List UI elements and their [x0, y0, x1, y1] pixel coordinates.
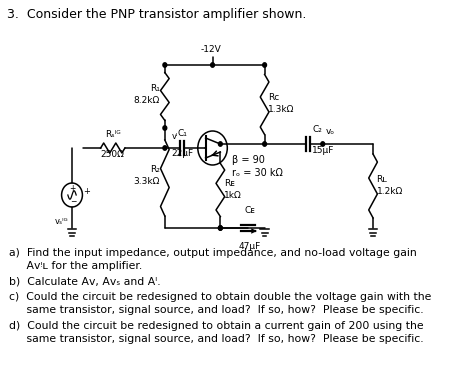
- Text: Aᴠᵎʟ for the amplifier.: Aᴠᵎʟ for the amplifier.: [9, 261, 142, 271]
- Circle shape: [263, 63, 266, 67]
- Text: 1.2kΩ: 1.2kΩ: [376, 186, 403, 196]
- Text: vₒ: vₒ: [325, 127, 335, 136]
- Circle shape: [210, 63, 214, 67]
- Circle shape: [219, 226, 222, 230]
- Text: +: +: [83, 186, 90, 196]
- Text: b)  Calculate Aᴠ, Aᴠₛ and Aᴵ.: b) Calculate Aᴠ, Aᴠₛ and Aᴵ.: [9, 277, 160, 287]
- Text: β = 90: β = 90: [232, 155, 264, 165]
- Text: Rₛᴵᴳ: Rₛᴵᴳ: [105, 130, 121, 139]
- Text: 3.3kΩ: 3.3kΩ: [133, 177, 160, 186]
- Text: 47μF: 47μF: [239, 242, 261, 251]
- Text: 22μF: 22μF: [171, 149, 193, 158]
- Text: c)  Could the circuit be redesigned to obtain double the voltage gain with the: c) Could the circuit be redesigned to ob…: [9, 292, 431, 302]
- Circle shape: [321, 142, 325, 146]
- Text: same transistor, signal source, and load?  If so, how?  Please be specific.: same transistor, signal source, and load…: [9, 305, 423, 315]
- Text: vᴵ: vᴵ: [172, 132, 178, 141]
- Circle shape: [219, 142, 222, 146]
- Text: same transistor, signal source, and load?  If so, how?  Please be specific.: same transistor, signal source, and load…: [9, 334, 423, 344]
- Circle shape: [163, 146, 167, 150]
- Text: vₛᴵᴳ: vₛᴵᴳ: [55, 217, 69, 226]
- Text: R₂: R₂: [150, 165, 160, 174]
- Text: 8.2kΩ: 8.2kΩ: [133, 96, 160, 105]
- Text: 250Ω: 250Ω: [101, 150, 125, 159]
- Text: C₁: C₁: [177, 129, 187, 138]
- Circle shape: [263, 142, 266, 146]
- Text: d)  Could the circuit be redesigned to obtain a current gain of 200 using the: d) Could the circuit be redesigned to ob…: [9, 321, 423, 331]
- Text: -12V: -12V: [201, 45, 221, 54]
- Circle shape: [163, 63, 167, 67]
- Text: Rᴄ: Rᴄ: [268, 93, 279, 102]
- Text: Rᴇ: Rᴇ: [224, 179, 235, 188]
- Text: 15μF: 15μF: [312, 146, 335, 155]
- Text: 1kΩ: 1kΩ: [224, 191, 242, 200]
- Text: Rʟ: Rʟ: [376, 174, 387, 183]
- Text: a)  Find the input impedance, output impedance, and no-load voltage gain: a) Find the input impedance, output impe…: [9, 248, 417, 258]
- Text: −: −: [70, 197, 76, 206]
- Text: 1.3kΩ: 1.3kΩ: [268, 105, 294, 114]
- Text: +: +: [70, 184, 76, 193]
- Text: Cᴇ: Cᴇ: [245, 206, 255, 215]
- Circle shape: [219, 226, 222, 230]
- Text: rₒ = 30 kΩ: rₒ = 30 kΩ: [232, 168, 283, 178]
- Circle shape: [163, 126, 167, 130]
- Text: C₂: C₂: [312, 125, 322, 134]
- Text: 3.  Consider the PNP transistor amplifier shown.: 3. Consider the PNP transistor amplifier…: [7, 8, 306, 21]
- Text: R₁: R₁: [150, 84, 160, 93]
